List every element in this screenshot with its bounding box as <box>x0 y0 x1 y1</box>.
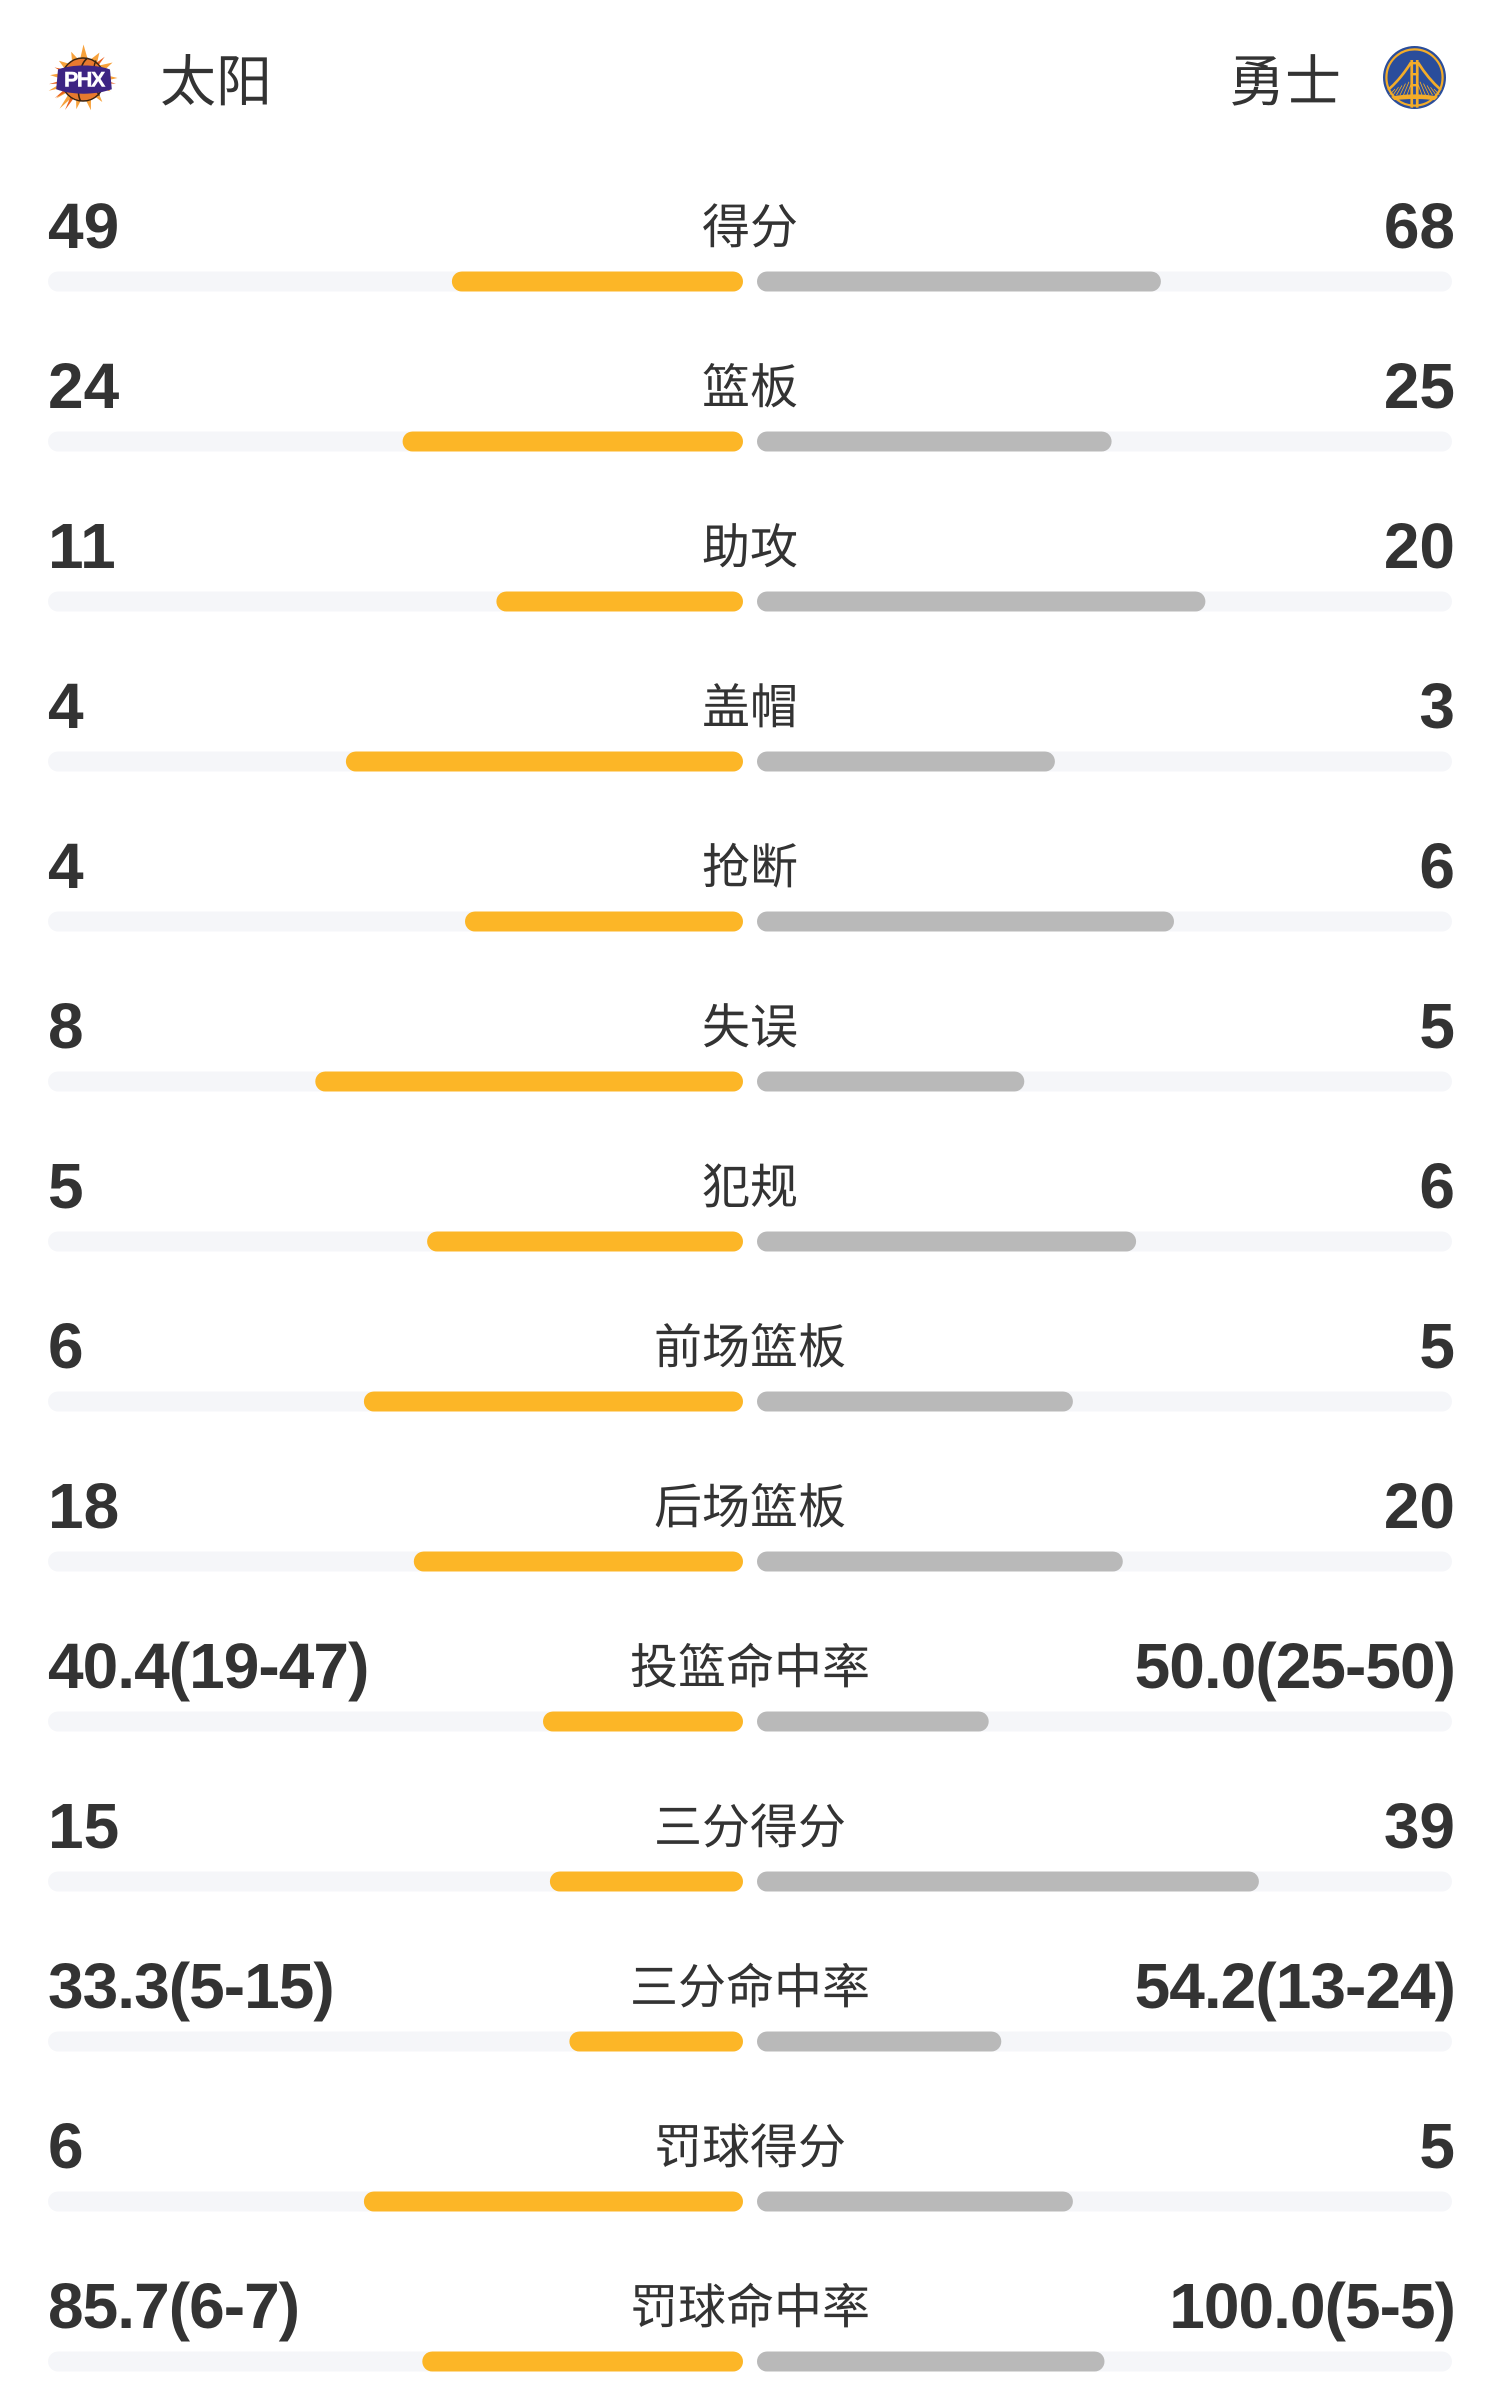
svg-text:68: 68 <box>1384 190 1455 262</box>
svg-text:24: 24 <box>48 350 120 422</box>
svg-text:4: 4 <box>48 830 84 902</box>
svg-text:5: 5 <box>48 1150 84 1222</box>
svg-text:20: 20 <box>1384 510 1455 582</box>
svg-text:40.4(19-47): 40.4(19-47) <box>48 1630 368 1702</box>
svg-text:6: 6 <box>1419 830 1455 902</box>
svg-text:4: 4 <box>48 670 84 742</box>
svg-text:18: 18 <box>48 1470 119 1542</box>
svg-text:100.0(5-5): 100.0(5-5) <box>1169 2270 1455 2342</box>
svg-text:20: 20 <box>1384 1470 1455 1542</box>
svg-text:8: 8 <box>48 990 84 1062</box>
svg-text:5: 5 <box>1419 1310 1455 1382</box>
svg-text:15: 15 <box>48 1790 119 1862</box>
svg-text:11: 11 <box>48 510 116 582</box>
svg-text:PHX: PHX <box>64 68 106 92</box>
svg-text:6: 6 <box>48 2110 84 2182</box>
svg-text:39: 39 <box>1384 1790 1455 1862</box>
svg-text:50.0(25-50): 50.0(25-50) <box>1135 1630 1455 1702</box>
svg-text:25: 25 <box>1384 350 1455 422</box>
svg-text:6: 6 <box>1419 1150 1455 1222</box>
svg-text:5: 5 <box>1419 990 1455 1062</box>
svg-text:33.3(5-15): 33.3(5-15) <box>48 1950 334 2022</box>
svg-text:6: 6 <box>48 1310 84 1382</box>
svg-text:3: 3 <box>1419 670 1455 742</box>
svg-text:85.7(6-7): 85.7(6-7) <box>48 2270 299 2342</box>
svg-text:5: 5 <box>1419 2110 1455 2182</box>
svg-text:54.2(13-24): 54.2(13-24) <box>1135 1950 1455 2022</box>
svg-text:49: 49 <box>48 190 119 262</box>
